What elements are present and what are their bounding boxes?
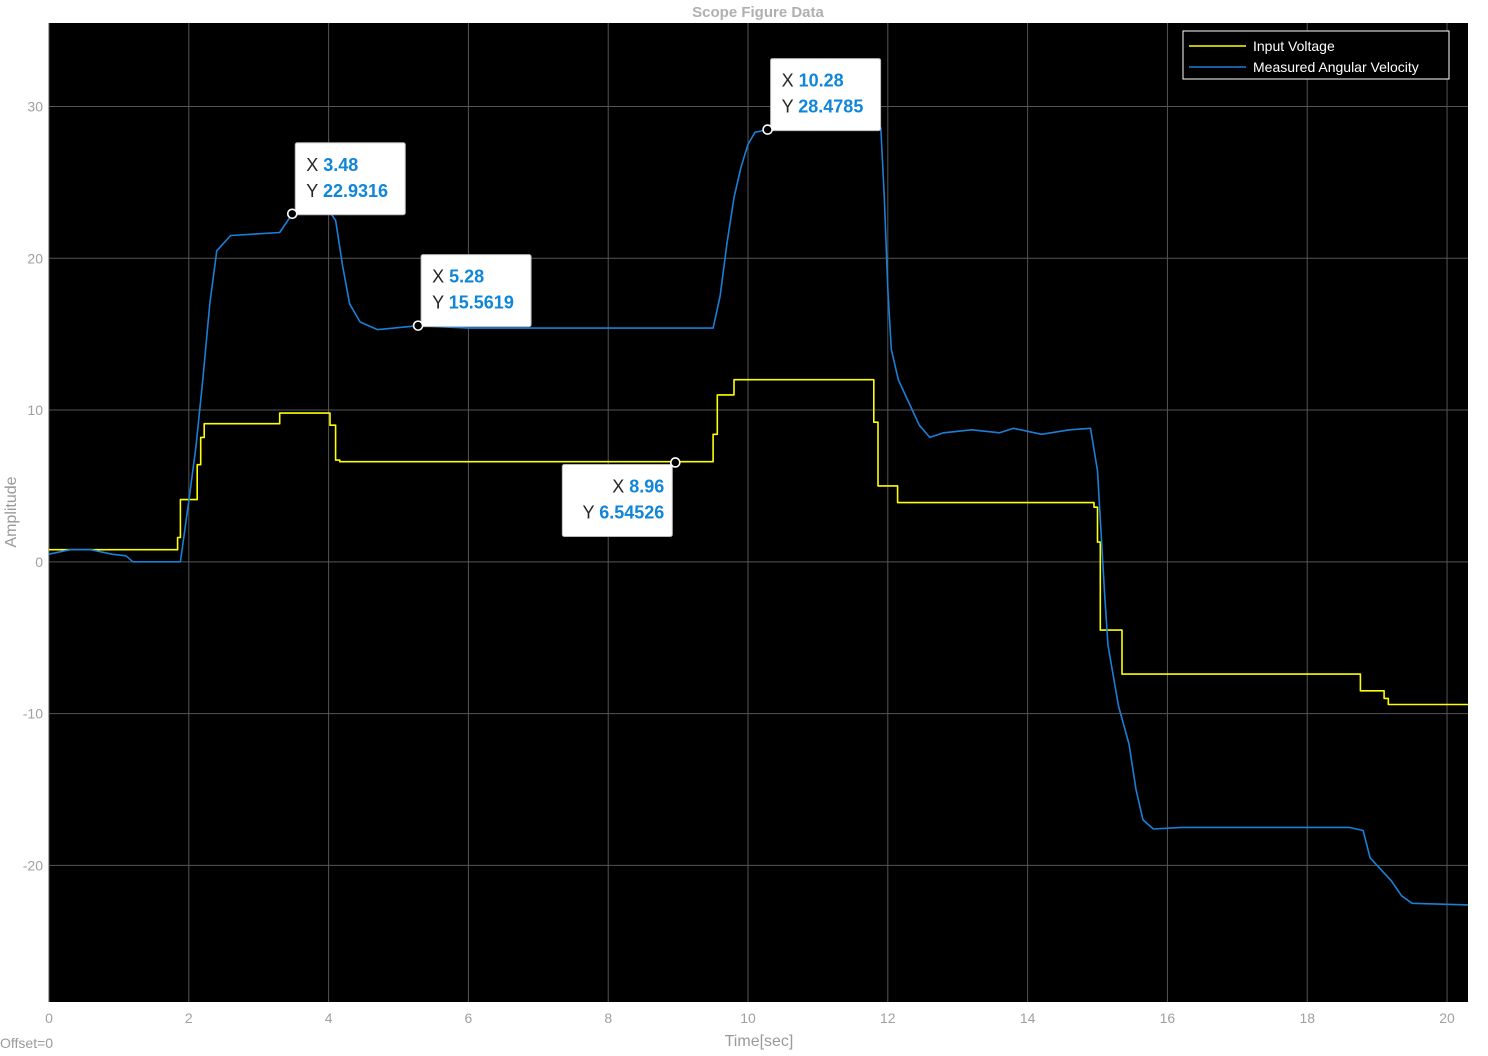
x-tick-label: 14 xyxy=(1020,1010,1036,1026)
datatip-y-text: Y 15.5619 xyxy=(432,293,514,313)
datatip-x-value: 10.28 xyxy=(799,71,844,91)
x-tick-label: 4 xyxy=(325,1010,333,1026)
datatip-box xyxy=(770,58,882,132)
datatip-marker[interactable] xyxy=(762,124,773,135)
datatip-x-text: X 5.28 xyxy=(432,267,484,287)
datatip-y-text: Y 6.54526 xyxy=(583,502,665,522)
datatip[interactable]: X 10.28Y 28.4785 xyxy=(762,58,882,135)
legend-label: Input Voltage xyxy=(1253,38,1335,54)
datatip-y-key: Y xyxy=(306,181,323,201)
y-tick-label: 20 xyxy=(27,250,43,266)
datatip-y-text: Y 22.9316 xyxy=(306,181,388,201)
x-tick-label: 6 xyxy=(465,1010,473,1026)
x-tick-label: 20 xyxy=(1439,1010,1455,1026)
datatip-x-value: 8.96 xyxy=(629,476,664,496)
y-tick-label: -20 xyxy=(23,857,43,873)
input-voltage-line xyxy=(49,378,1468,706)
legend-label: Measured Angular Velocity xyxy=(1253,59,1419,75)
datatip-x-value: 5.28 xyxy=(449,267,484,287)
legend-box xyxy=(1182,30,1450,80)
x-axis-label: Time[sec] xyxy=(725,1033,794,1050)
y-tick-label: 10 xyxy=(27,402,43,418)
datatip-y-text: Y 28.4785 xyxy=(782,97,864,117)
x-tick-label: 0 xyxy=(45,1010,53,1026)
x-tick-label: 2 xyxy=(185,1010,193,1026)
datatip-y-key: Y xyxy=(583,502,600,522)
plot-area xyxy=(49,23,1468,1002)
tick-labels: 0 2 4 6 8 10 12 14 16 18 20 -20 -10 0 10 20 30 xyxy=(23,98,1455,1026)
datatip-x-key: X xyxy=(306,155,323,175)
offset-label: Offset=0 xyxy=(0,1035,53,1051)
legend[interactable]: Input Voltage Measured Angular Velocity xyxy=(1182,30,1450,80)
datatip-x-key: X xyxy=(782,71,799,91)
datatip-marker[interactable] xyxy=(286,208,298,220)
x-tick-label: 12 xyxy=(880,1010,896,1026)
grid-lines xyxy=(48,23,1468,1002)
chart-title: Scope Figure Data xyxy=(692,4,824,21)
y-tick-label: 30 xyxy=(27,98,43,114)
datatip-x-value: 3.48 xyxy=(323,155,358,175)
datatip-x-text: X 10.28 xyxy=(782,71,844,91)
y-tick-label: -10 xyxy=(23,706,43,722)
datatip-x-key: X xyxy=(612,476,629,496)
y-tick-label: 0 xyxy=(35,554,43,570)
datatip-y-key: Y xyxy=(432,293,449,313)
datatip-box xyxy=(561,463,673,537)
datatip-y-value: 28.4785 xyxy=(798,97,863,117)
x-tick-label: 18 xyxy=(1299,1010,1315,1026)
datatip-box xyxy=(294,142,406,216)
x-tick-label: 10 xyxy=(740,1010,756,1026)
x-tick-label: 8 xyxy=(604,1010,612,1026)
datatip-marker[interactable] xyxy=(412,320,424,331)
datatip-marker[interactable] xyxy=(670,457,681,468)
datatip-y-value: 6.54526 xyxy=(599,502,664,522)
datatip[interactable]: X 5.28Y 15.5619 xyxy=(412,254,532,331)
datatip-x-key: X xyxy=(432,267,449,287)
datatip-y-key: Y xyxy=(782,97,799,117)
datatip-y-value: 22.9316 xyxy=(323,181,388,201)
y-axis-label: Amplitude xyxy=(3,476,20,547)
x-tick-label: 16 xyxy=(1160,1010,1176,1026)
datatip-x-text: X 3.48 xyxy=(306,155,358,175)
datatip[interactable]: X 8.96 Y 6.54526 xyxy=(561,457,681,537)
datatip-x-text: X 8.96 xyxy=(612,476,664,496)
datatip-y-value: 15.5619 xyxy=(449,293,514,313)
datatip[interactable]: X 3.48Y 22.9316 xyxy=(286,142,406,220)
datatip-box xyxy=(420,254,532,328)
